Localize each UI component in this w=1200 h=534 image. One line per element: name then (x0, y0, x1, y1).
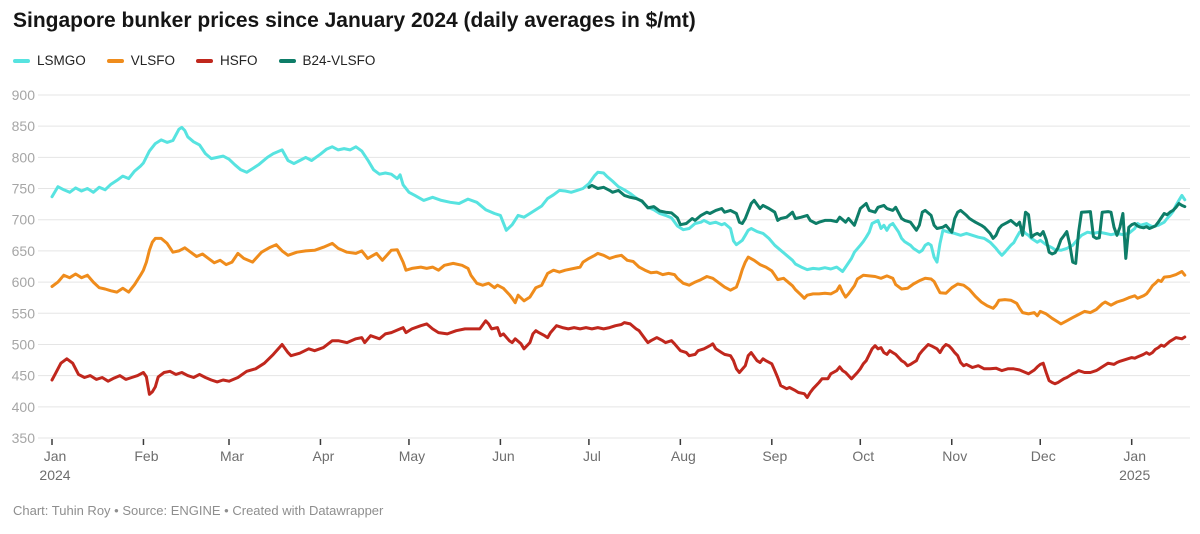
series-line-b24-vlsfo (587, 183, 1187, 265)
legend-label: HSFO (220, 53, 258, 68)
y-axis-label: 600 (12, 274, 36, 290)
series-line-vlsfo (50, 236, 1187, 326)
chart-title: Singapore bunker prices since January 20… (13, 9, 696, 32)
y-axis-labels: 900 850 800 750 700 650 600 550 500 450 400 350 (12, 87, 36, 446)
x-axis-year-label: 2025 (1119, 467, 1150, 483)
y-axis-label: 800 (12, 149, 36, 165)
legend-swatch-icon (13, 58, 30, 63)
legend-item-vlsfo: VLSFO (106, 53, 176, 68)
legend-label: LSMGO (37, 53, 86, 68)
legend-swatch-icon (278, 58, 296, 63)
x-axis (51, 439, 1133, 445)
legend-swatch-icon (196, 58, 214, 63)
legend-label: VLSFO (130, 53, 176, 68)
y-grid (38, 94, 1190, 439)
y-axis-label: 750 (12, 181, 36, 197)
y-axis-label: 500 (12, 336, 36, 352)
x-axis-label: May (399, 448, 425, 464)
x-axis-label: Jul (583, 448, 601, 464)
series-line-lsmgo (50, 125, 1187, 273)
series-line-hsfo (50, 319, 1187, 399)
x-axis-year-label: 2024 (39, 467, 70, 483)
x-axis-label: Mar (220, 448, 244, 464)
y-axis-label: 850 (12, 118, 36, 134)
y-axis-label: 650 (12, 243, 36, 259)
legend-swatch-icon (106, 58, 124, 63)
y-axis-label: 900 (12, 87, 36, 103)
x-axis-label: Aug (671, 448, 696, 464)
series-lines (50, 125, 1187, 399)
chart-legend: LSMGO VLSFO HSFO B24-VLSFO (13, 53, 375, 68)
x-axis-labels: Jan 2024 Feb Mar Apr May Jun Jul Aug Sep Oct Nov Dec… (39, 448, 1150, 483)
footer-credits: Chart: Tuhin Roy • Source: ENGINE • Crea… (13, 503, 384, 518)
x-axis-label: Sep (762, 448, 787, 464)
x-axis-label: Feb (134, 448, 158, 464)
y-axis-label: 700 (12, 212, 36, 228)
legend-label: B24-VLSFO (302, 53, 376, 68)
y-axis-label: 550 (12, 305, 36, 321)
y-axis-label: 450 (12, 368, 36, 384)
legend-item-lsmgo: LSMGO (13, 53, 86, 68)
x-axis-label: Jan (1123, 448, 1146, 464)
y-axis-label: 350 (12, 430, 36, 446)
x-axis-label: Apr (313, 448, 335, 464)
legend-item-b24-vlsfo: B24-VLSFO (278, 53, 376, 68)
x-axis-label: Oct (852, 448, 874, 464)
y-axis-label: 400 (12, 399, 36, 415)
x-axis-label: Jan (44, 448, 67, 464)
x-axis-label: Nov (942, 448, 967, 464)
x-axis-label: Jun (492, 448, 515, 464)
x-axis-label: Dec (1031, 448, 1056, 464)
legend-item-hsfo: HSFO (196, 53, 258, 68)
